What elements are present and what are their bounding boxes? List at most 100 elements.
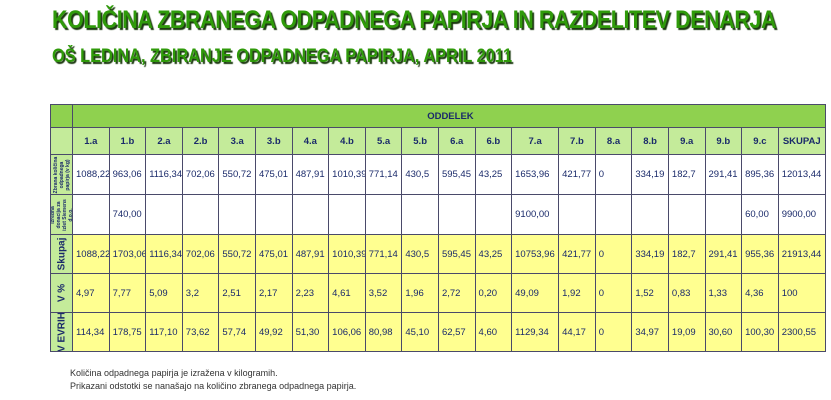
- row-label-cell: Zbrana količina odpadnega papirja (v kg): [50, 154, 73, 195]
- cell: 595,45: [437, 234, 476, 274]
- cell: 291,41: [704, 234, 743, 274]
- note: Količina odpadnega papirja je izražena v…: [70, 368, 278, 378]
- cell: 178,75: [108, 312, 147, 352]
- cell: 1010,39: [328, 154, 366, 195]
- cell: 0: [594, 234, 633, 274]
- header-row: ODDELEK: [50, 104, 826, 128]
- corner: [50, 127, 73, 155]
- cell: 1,96: [401, 273, 439, 313]
- column-header: 5.a: [364, 127, 403, 155]
- row-label-cell: V %: [50, 273, 73, 313]
- cell: 4,61: [328, 273, 366, 313]
- cell: 2,17: [254, 273, 293, 313]
- cell: 0: [594, 154, 633, 195]
- cell: 60,00: [741, 194, 779, 235]
- data-table: ODDELEK 1.a 1.b 2.a 2.b 3.a 3.b 4.a 4.b 5.a 5.b 6.a…: [50, 104, 826, 352]
- cell: 0: [594, 312, 633, 352]
- column-header: 3.a: [218, 127, 256, 155]
- corner: [50, 104, 73, 128]
- cell: 0: [594, 273, 633, 313]
- cell: [667, 194, 706, 235]
- data-row: V % 4,97 7,77 5,09 3,2 2,51 2,17 2,23 4,61 3,52 1,…: [50, 273, 826, 313]
- row-label-cell: Izredna donacija za izlet Siemens d.o.o.: [50, 194, 73, 235]
- column-header: 6.a: [437, 127, 476, 155]
- cell: 9900,00: [777, 194, 826, 235]
- cell: [291, 194, 330, 235]
- cell: 9100,00: [511, 194, 560, 235]
- cell: 10753,96: [511, 234, 560, 274]
- row-label: V %: [56, 283, 67, 303]
- cell: 895,36: [741, 154, 779, 195]
- column-header: 9.c: [741, 127, 779, 155]
- row-label: Zbrana količina odpadnega papirja (v kg): [52, 156, 71, 193]
- cell: 43,25: [474, 154, 513, 195]
- cell: 49,92: [254, 312, 293, 352]
- data-row: Skupaj 1088,22 1703,06 1116,34 702,06 550,72 4…: [50, 234, 826, 274]
- cell: 1088,22: [72, 234, 110, 274]
- cell: 550,72: [218, 234, 256, 274]
- cell: 43,25: [474, 234, 513, 274]
- header-cell: ODDELEK: [72, 104, 826, 128]
- cell: 1088,22: [72, 154, 110, 195]
- row-label-cell: V EVRIH: [50, 312, 73, 352]
- cell: 3,2: [181, 273, 220, 313]
- column-header: 1.a: [72, 127, 110, 155]
- cell: 334,19: [631, 234, 669, 274]
- data-row: V EVRIH 114,34 178,75 117,10 73,62 57,74 49,92…: [50, 312, 826, 352]
- cell: [401, 194, 439, 235]
- cell: 421,77: [558, 154, 596, 195]
- cell: 0,83: [667, 273, 706, 313]
- cell: [181, 194, 220, 235]
- cell: 2300,55: [777, 312, 826, 352]
- cell: [558, 194, 596, 235]
- cell: [254, 194, 293, 235]
- cell: 7,77: [108, 273, 147, 313]
- cell: 1,33: [704, 273, 743, 313]
- cell: 4,97: [72, 273, 110, 313]
- cell: 21913,44: [777, 234, 826, 274]
- cell: 1653,96: [511, 154, 560, 195]
- cell: 1,92: [558, 273, 596, 313]
- cell: 73,62: [181, 312, 220, 352]
- cell: 1,52: [631, 273, 669, 313]
- cell: 30,60: [704, 312, 743, 352]
- cell: 44,17: [558, 312, 596, 352]
- title: KOLIČINA ZBRANEGA ODPADNEGA PAPIRJA IN R…: [52, 6, 777, 34]
- subtitle: OŠ LEDINA, ZBIRANJE ODPADNEGA PAPIRJA, A…: [52, 46, 513, 67]
- cell: 80,98: [364, 312, 403, 352]
- cell: 49,09: [511, 273, 560, 313]
- cell: 421,77: [558, 234, 596, 274]
- column-header: 3.b: [254, 127, 293, 155]
- column-header: SKUPAJ: [777, 127, 826, 155]
- column-header: 7.b: [558, 127, 596, 155]
- column-header: 4.b: [328, 127, 366, 155]
- column-header: 8.a: [594, 127, 633, 155]
- cell: 487,91: [291, 234, 330, 274]
- cell: 2,51: [218, 273, 256, 313]
- cell: 475,01: [254, 234, 293, 274]
- column-header: 5.b: [401, 127, 439, 155]
- column-header: 8.b: [631, 127, 669, 155]
- column-header: 9.a: [667, 127, 706, 155]
- cell: 702,06: [181, 154, 220, 195]
- cell: 955,36: [741, 234, 779, 274]
- cell: 4,60: [474, 312, 513, 352]
- cell: 291,41: [704, 154, 743, 195]
- cell: 430,5: [401, 234, 439, 274]
- column-header: 7.a: [511, 127, 560, 155]
- cell: 51,30: [291, 312, 330, 352]
- cell: [631, 194, 669, 235]
- cell: 34,97: [631, 312, 669, 352]
- cell: [145, 194, 183, 235]
- cell: [218, 194, 256, 235]
- column-header: 2.a: [145, 127, 183, 155]
- cell: 182,7: [667, 234, 706, 274]
- cell: [328, 194, 366, 235]
- cell: 0,20: [474, 273, 513, 313]
- column-header: 2.b: [181, 127, 220, 155]
- cell: 430,5: [401, 154, 439, 195]
- row-label: V EVRIH: [56, 312, 67, 352]
- column-header: 1.b: [108, 127, 147, 155]
- cell: 62,57: [437, 312, 476, 352]
